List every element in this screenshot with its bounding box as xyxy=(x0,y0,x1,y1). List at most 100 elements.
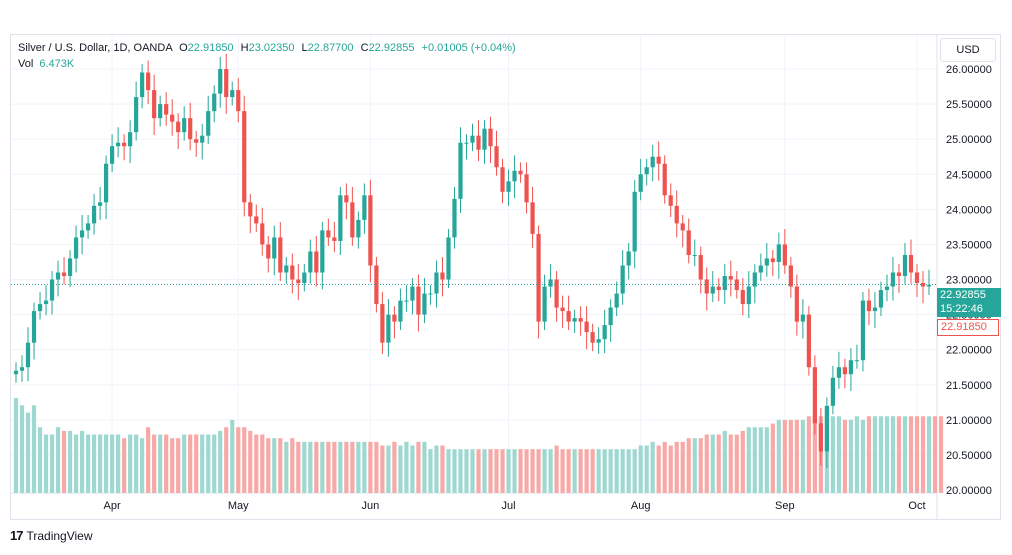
volume-bar xyxy=(524,449,529,493)
candle-body xyxy=(122,142,127,147)
candle-body xyxy=(602,325,607,340)
candle-body xyxy=(614,293,619,308)
candle-body xyxy=(842,367,848,375)
last-price-tag: 22.92855 xyxy=(937,288,1001,303)
candle-body xyxy=(464,142,469,144)
candle-body xyxy=(758,265,763,273)
volume-bar xyxy=(266,438,271,493)
volume-bar xyxy=(680,441,685,493)
volume-bar xyxy=(650,441,655,493)
volume-bar xyxy=(212,434,217,493)
candle-body xyxy=(85,223,91,231)
volume-bar xyxy=(374,441,379,493)
candle-body xyxy=(128,132,133,147)
low-label: L xyxy=(301,42,308,54)
candle-body xyxy=(296,279,301,284)
candle-body xyxy=(530,202,535,234)
volume-bar xyxy=(842,419,848,493)
volume-bar xyxy=(938,416,944,493)
y-tick-label: 21.00000 xyxy=(946,415,992,427)
volume-bar xyxy=(236,427,241,493)
tradingview-brand[interactable]: 17 TradingView xyxy=(10,528,93,543)
volume-bar xyxy=(914,416,920,493)
candle-body xyxy=(572,318,577,322)
candle-body xyxy=(362,195,367,220)
volume-bar xyxy=(272,438,277,493)
volume-bar xyxy=(422,441,427,493)
currency-button[interactable]: USD xyxy=(940,38,996,62)
candle-body xyxy=(368,195,373,266)
volume-bar xyxy=(554,445,559,493)
volume-bar xyxy=(110,434,115,493)
candle-body xyxy=(374,265,379,305)
volume-bar xyxy=(464,449,469,493)
volume-bar xyxy=(746,427,751,493)
volume-bar xyxy=(560,449,565,493)
volume-bar xyxy=(500,449,505,493)
close-value: 22.92855 xyxy=(368,42,415,54)
candle-body xyxy=(176,121,181,133)
volume-bar xyxy=(386,445,391,493)
candle-body xyxy=(638,174,643,192)
volume-bar xyxy=(248,430,253,493)
candle-body xyxy=(650,156,655,168)
volume-bar xyxy=(770,423,775,493)
volume-bar xyxy=(602,449,607,493)
volume-bar xyxy=(884,416,890,493)
volume-bar xyxy=(278,438,283,493)
volume-bar xyxy=(128,434,133,493)
close-label: C xyxy=(360,42,369,54)
candle-body xyxy=(548,279,553,287)
x-tick-label: May xyxy=(228,500,249,512)
candle-body xyxy=(43,300,49,305)
candle-body xyxy=(182,118,187,133)
volume-bar xyxy=(206,434,211,493)
volume-bar xyxy=(224,427,229,493)
candle-body xyxy=(710,286,715,294)
y-tick-label: 21.50000 xyxy=(946,380,992,392)
candle-body xyxy=(518,170,523,175)
volume-bar xyxy=(410,445,415,493)
candle-body xyxy=(584,321,589,333)
volume-bar xyxy=(470,449,475,493)
volume-bar xyxy=(542,449,547,493)
volume-bar xyxy=(49,434,55,493)
symbol-label[interactable]: Silver / U.S. Dollar, 1D, OANDA xyxy=(18,42,173,54)
volume-bar xyxy=(674,441,679,493)
candle-body xyxy=(746,286,751,305)
volume-bar xyxy=(488,449,493,493)
candle-body xyxy=(668,195,673,206)
candle-body xyxy=(578,318,583,322)
candle-body xyxy=(116,142,121,147)
chart-frame: 26.00000 25.50000 25.00000 24.50000 24.00000… xyxy=(10,34,1001,520)
volume-bar xyxy=(103,434,109,493)
volume-bar xyxy=(794,419,799,493)
candle-body xyxy=(554,279,559,308)
candle-body xyxy=(212,93,217,112)
candlestick-chart[interactable]: 26.00000 25.50000 25.00000 24.50000 24.00000… xyxy=(11,35,1000,519)
volume-bar xyxy=(308,441,313,493)
candle-body xyxy=(500,167,505,192)
volume-bar xyxy=(590,449,595,493)
volume-bar xyxy=(428,449,433,493)
y-tick-label: 22.00000 xyxy=(946,345,992,357)
candle-body xyxy=(308,251,313,273)
candle-body xyxy=(428,293,433,295)
volume-bar xyxy=(584,449,589,493)
candle-body xyxy=(626,251,631,266)
candle-body xyxy=(632,191,637,252)
volume-bar xyxy=(848,419,854,493)
volume-bar xyxy=(416,441,421,493)
tradingview-logo-icon: 17 xyxy=(10,528,24,543)
volume-legend: Vol 6.473K xyxy=(18,58,74,71)
candle-body xyxy=(788,265,793,287)
candle-body xyxy=(356,219,361,238)
volume-bar xyxy=(25,412,31,493)
candle-body xyxy=(248,202,253,217)
candle-body xyxy=(536,233,541,322)
volume-bar xyxy=(43,434,49,493)
volume-bar xyxy=(140,438,145,493)
volume-label[interactable]: Vol xyxy=(18,58,34,70)
volume-bar xyxy=(19,405,25,493)
candle-body xyxy=(452,198,457,238)
